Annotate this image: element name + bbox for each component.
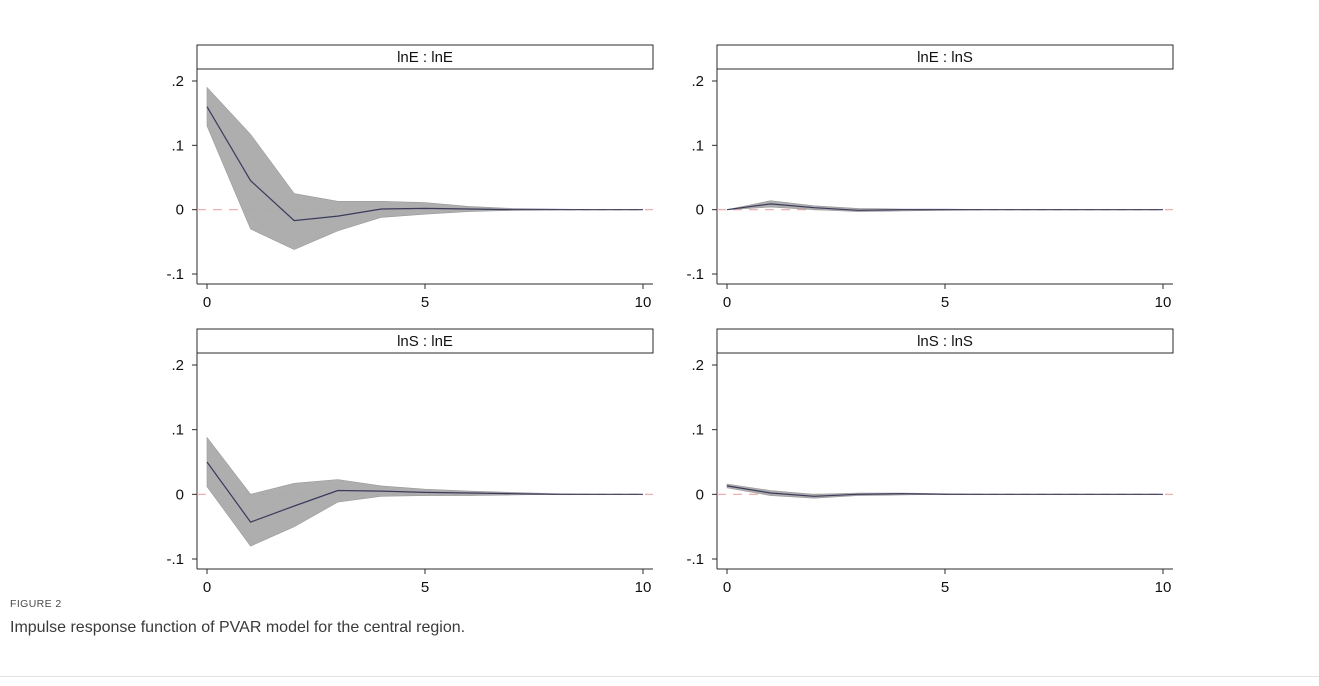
confidence-band	[726, 483, 1163, 499]
y-tick-label: .2	[691, 357, 704, 374]
y-tick-label: .2	[691, 73, 704, 90]
x-tick-label: 0	[203, 294, 211, 311]
caption-divider	[0, 676, 1319, 677]
y-tick-label: .2	[171, 357, 184, 374]
figure-label: FIGURE 2	[10, 598, 62, 610]
irf-panel-2: lnE : lnS -.1 0 .1 .2 0 5 10	[686, 44, 1174, 311]
x-tick-label: 5	[421, 294, 429, 311]
y-tick-label: .1	[691, 137, 704, 154]
y-tick-label: .1	[171, 422, 184, 439]
y-tick-label: 0	[696, 202, 704, 219]
x-tick-label: 10	[635, 294, 652, 311]
y-tick-label: .1	[691, 422, 704, 439]
panel-title: lnS : lnE	[397, 333, 453, 350]
y-tick-label: -.1	[686, 551, 704, 568]
impulse-response-figure: lnE : lnE -.1 0 .1 .2 0 5 10 lnE : lnS -.1 0 .1 .2 0 5…	[166, 44, 1174, 596]
impulse-response-line	[206, 106, 643, 222]
irf-panel-4: lnS : lnS -.1 0 .1 .2 0 5 10	[686, 328, 1174, 596]
x-tick-label: 5	[941, 579, 949, 596]
irf-panel-3: lnS : lnE -.1 0 .1 .2 0 5 10	[166, 328, 654, 596]
x-tick-label: 10	[1155, 579, 1172, 596]
x-tick-label: 0	[723, 294, 731, 311]
confidence-band	[206, 86, 643, 250]
panel-title: lnS : lnS	[917, 333, 973, 350]
panel-title: lnE : lnS	[917, 49, 973, 66]
y-tick-label: -.1	[686, 266, 704, 283]
panel-title-box	[196, 328, 654, 354]
x-tick-label: 0	[723, 579, 731, 596]
confidence-band	[206, 436, 643, 547]
figure-caption: Impulse response function of PVAR model …	[10, 619, 466, 636]
x-tick-label: 5	[421, 579, 429, 596]
x-tick-label: 10	[635, 579, 652, 596]
impulse-response-line	[726, 203, 1163, 211]
impulse-response-line	[726, 485, 1163, 497]
y-tick-label: .2	[171, 73, 184, 90]
x-tick-label: 0	[203, 579, 211, 596]
y-tick-label: 0	[176, 202, 184, 219]
x-tick-label: 10	[1155, 294, 1172, 311]
impulse-response-line	[206, 461, 643, 523]
x-tick-label: 5	[941, 294, 949, 311]
panel-title-box	[196, 44, 654, 70]
y-tick-label: -.1	[166, 551, 184, 568]
panel-title: lnE : lnE	[397, 49, 453, 66]
y-tick-label: 0	[176, 486, 184, 503]
irf-panel-1: lnE : lnE -.1 0 .1 .2 0 5 10	[166, 44, 654, 311]
y-tick-label: 0	[696, 486, 704, 503]
y-tick-label: .1	[171, 137, 184, 154]
panel-title-box	[716, 44, 1174, 70]
y-tick-label: -.1	[166, 266, 184, 283]
panel-title-box	[716, 328, 1174, 354]
